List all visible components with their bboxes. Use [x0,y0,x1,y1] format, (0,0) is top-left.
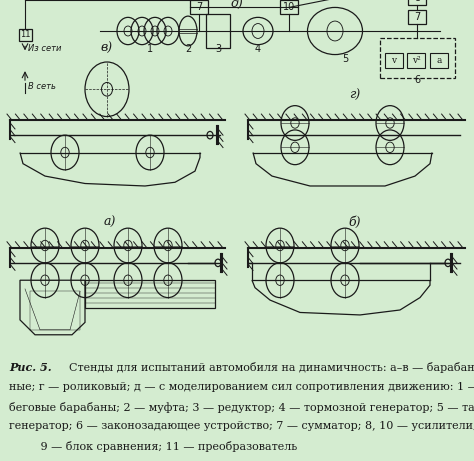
Bar [19,29,32,41]
Bar [385,53,403,68]
Text: д): д) [231,0,243,11]
Text: 3: 3 [215,44,221,54]
Text: беговые барабаны; 2 — муфта; 3 — редуктор; 4 — тормозной генератор; 5 — тахо-: беговые барабаны; 2 — муфта; 3 — редукто… [9,402,474,413]
Text: 6: 6 [414,75,420,85]
Text: 1: 1 [147,44,153,54]
Text: а): а) [104,216,116,229]
Bar [190,0,208,14]
Text: Рис. 5.: Рис. 5. [9,362,52,373]
Text: б): б) [349,216,361,229]
Bar [430,53,448,68]
Text: ные; г — роликовый; д — с моделированием сил сопротивления движению: 1 —: ные; г — роликовый; д — с моделированием… [9,382,474,392]
Bar [409,10,427,24]
Text: 5: 5 [342,54,348,64]
Text: 2: 2 [185,44,191,54]
Text: v: v [392,56,397,65]
Text: 7: 7 [414,12,420,22]
Text: 11: 11 [20,30,31,39]
Text: в): в) [101,42,113,55]
Text: г): г) [349,89,361,102]
Text: 7: 7 [196,2,202,12]
Text: a: a [436,56,442,65]
Text: 4: 4 [255,44,261,54]
Text: 8: 8 [414,0,420,3]
Bar [409,0,427,5]
Bar [380,38,455,78]
Text: Стенды для испытаний автомобиля на динамичность: а–в — барабан-: Стенды для испытаний автомобиля на динам… [63,362,474,373]
Text: v²: v² [411,56,420,65]
Text: генератор; 6 — законозадающее устройство; 7 — сумматор; 8, 10 — усилители;: генератор; 6 — законозадающее устройство… [9,421,474,431]
Text: В сеть: В сеть [28,83,56,91]
Bar [407,53,425,68]
Bar [280,0,298,14]
Bar [206,14,230,48]
Text: 10: 10 [283,2,295,12]
Text: 9 — блок сравнения; 11 — преобразователь: 9 — блок сравнения; 11 — преобразователь [9,441,298,452]
Text: Из сети: Из сети [28,44,62,53]
